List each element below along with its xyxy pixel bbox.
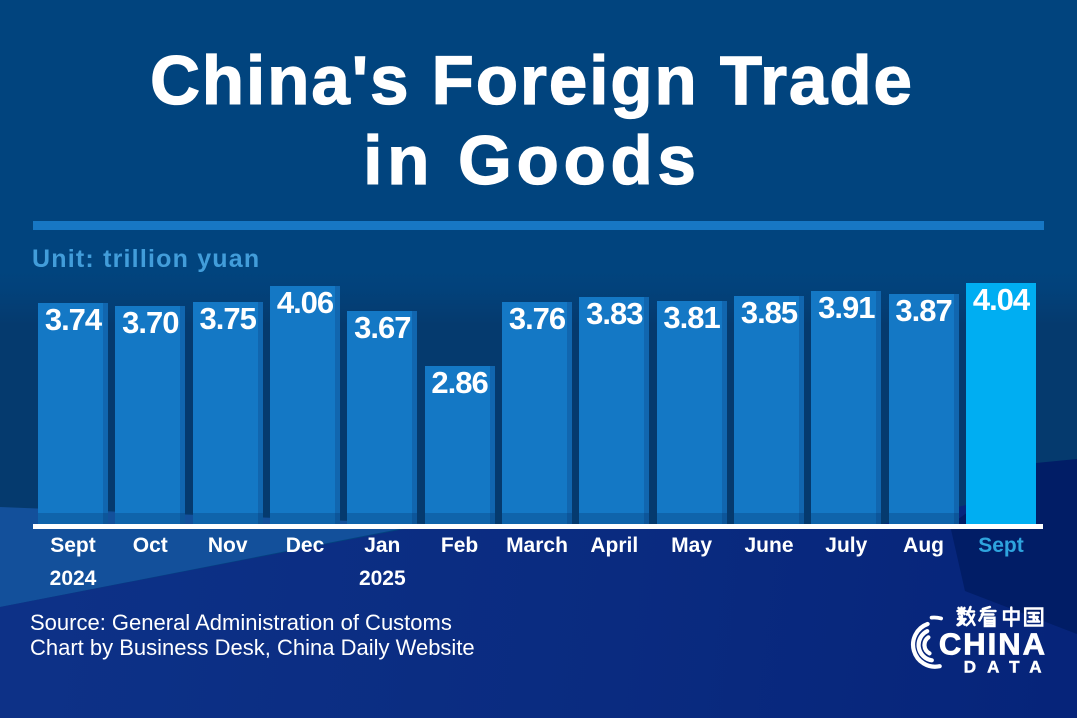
- svg-text:DATA: DATA: [964, 658, 1053, 677]
- svg-text:CHINA: CHINA: [939, 627, 1047, 662]
